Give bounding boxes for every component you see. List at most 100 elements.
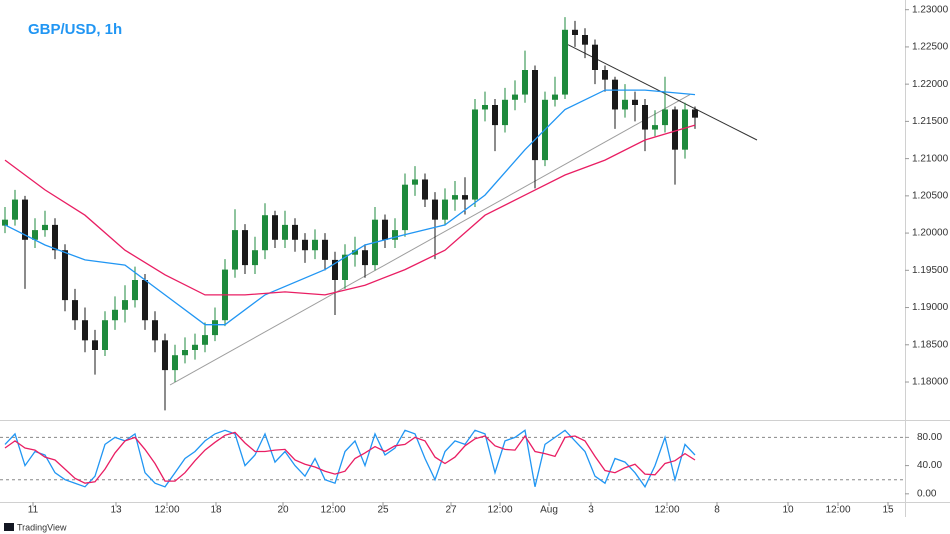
x-tick-label: 12:00	[154, 505, 179, 516]
y-tick-label: 1.22000	[912, 79, 949, 90]
logo: TradingView	[4, 522, 67, 532]
candle-body	[142, 280, 148, 321]
y-tick-label: 1.18500	[912, 339, 949, 350]
y-tick-label: 1.21000	[912, 153, 949, 164]
chart-title: GBP/USD, 1h	[28, 21, 122, 38]
y-tick-label: 1.19500	[912, 265, 949, 276]
candle-body	[392, 230, 398, 240]
candle-body	[2, 219, 8, 226]
candle-body	[532, 70, 538, 161]
candle-body	[582, 35, 588, 45]
candle-body	[52, 224, 58, 251]
candle-body	[112, 309, 118, 321]
candle-body	[252, 250, 258, 266]
candle-body	[562, 29, 568, 95]
candle-body	[412, 179, 418, 185]
candle-body	[22, 199, 28, 240]
candle-body	[362, 250, 368, 266]
candle-body	[102, 320, 108, 350]
candle-body	[272, 215, 278, 240]
candle-body	[622, 99, 628, 110]
candle-body	[12, 199, 18, 220]
candle-body	[172, 355, 178, 371]
logo-mark	[4, 523, 14, 531]
x-tick-label: 10	[782, 505, 794, 516]
candle-body	[282, 224, 288, 240]
footer: TradingView	[17, 522, 67, 532]
x-tick-label: 3	[588, 505, 594, 516]
candle-body	[132, 280, 138, 301]
candle-body	[502, 99, 508, 126]
candle-body	[332, 259, 338, 280]
candle-body	[422, 179, 428, 200]
candle-body	[82, 320, 88, 341]
candle-body	[382, 219, 388, 240]
candle-body	[202, 335, 208, 345]
candle-body	[432, 199, 438, 220]
trendline	[567, 44, 758, 141]
candle-body	[122, 300, 128, 310]
candle-body	[242, 230, 248, 266]
x-tick-label: 25	[377, 505, 389, 516]
y-tick-label: 1.18000	[912, 377, 949, 388]
y-tick-label: 1.22500	[912, 42, 949, 53]
candle-body	[452, 195, 458, 200]
candle-body	[602, 70, 608, 80]
candle-body	[72, 300, 78, 321]
x-tick-label: 12:00	[825, 505, 850, 516]
series-line	[4, 124, 696, 296]
trendline	[169, 94, 691, 386]
x-tick-label: 11	[28, 505, 39, 516]
series-line	[4, 89, 696, 326]
candle-body	[162, 340, 168, 371]
y-tick-label: 1.23000	[912, 4, 949, 15]
candle-body	[682, 109, 688, 150]
candle-body	[672, 109, 678, 150]
candle-body	[262, 215, 268, 251]
candle-body	[592, 44, 598, 70]
candle-body	[612, 79, 618, 110]
candle-body	[152, 320, 158, 341]
x-tick-label: 13	[110, 505, 122, 516]
x-tick-label: 18	[210, 505, 222, 516]
series-line	[4, 429, 696, 489]
candle-body	[302, 239, 308, 251]
y-tick-label: 40.00	[917, 460, 942, 471]
candle-body	[292, 224, 298, 240]
candle-body	[482, 105, 488, 110]
candle-body	[692, 109, 698, 118]
x-tick-label: 20	[277, 505, 289, 516]
candle-body	[182, 350, 188, 356]
y-tick-label: 1.20000	[912, 228, 949, 239]
candle-body	[512, 94, 518, 100]
candle-body	[522, 70, 528, 95]
candle-body	[232, 230, 238, 270]
y-tick-label: 1.20500	[912, 190, 949, 201]
x-tick-label: 12:00	[654, 505, 679, 516]
x-tick-label: 27	[445, 505, 457, 516]
candle-body	[472, 109, 478, 200]
candle-body	[662, 109, 668, 126]
candle-body	[322, 239, 328, 260]
candle-body	[572, 29, 578, 35]
x-tick-label: 12:00	[487, 505, 512, 516]
candle-body	[312, 239, 318, 251]
candle-body	[462, 195, 468, 200]
candle-body	[32, 230, 38, 240]
candle-body	[42, 224, 48, 231]
series-line	[4, 431, 696, 484]
candle-body	[632, 99, 638, 105]
candle-body	[62, 250, 68, 301]
candle-body	[442, 199, 448, 220]
candle-body	[212, 320, 218, 336]
candle-body	[192, 344, 198, 350]
y-tick-label: 1.19000	[912, 302, 949, 313]
x-tick-label: Aug	[540, 505, 558, 516]
x-tick-label: 15	[882, 505, 894, 516]
y-tick-label: 0.00	[917, 488, 937, 499]
candle-body	[552, 94, 558, 100]
candle-body	[352, 250, 358, 255]
candle-body	[92, 340, 98, 350]
y-tick-label: 80.00	[917, 432, 942, 443]
